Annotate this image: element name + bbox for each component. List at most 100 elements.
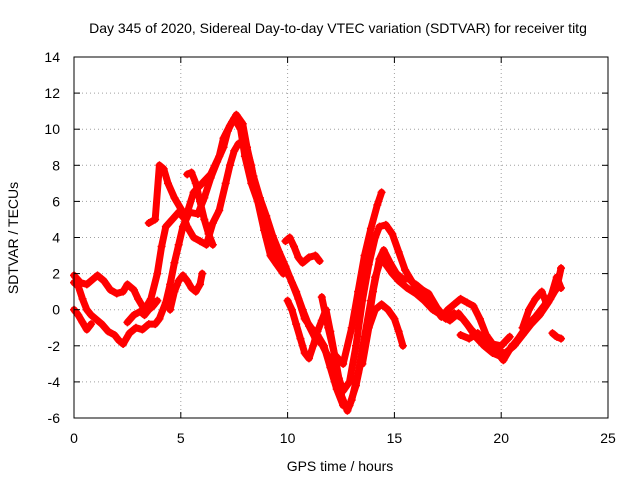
point-8-3 [296,334,305,343]
point-0-3 [89,275,98,284]
point-1-45 [326,363,335,372]
point-9-0 [317,293,326,302]
point-8-6 [309,341,318,350]
series-track-o [548,329,566,343]
y-tick-label-4: 2 [52,266,60,282]
point-4-21 [266,251,275,260]
point-1-15 [151,320,160,329]
point-11-5 [443,305,452,314]
point-7-1 [285,233,294,242]
point-5-0 [183,170,192,179]
point-8-0 [283,296,292,305]
point-2-4 [87,320,96,329]
series-track-h [281,233,324,267]
axis-ticks [73,56,609,419]
y-tick-label-9: 12 [44,85,60,101]
point-6-4 [183,276,192,285]
x-tick-label-0: 0 [70,430,78,446]
series-track-a [70,114,563,415]
point-8-5 [304,354,313,363]
point-1-25 [206,173,215,182]
point-11-1 [418,285,427,294]
point-0-2 [82,280,91,289]
point-2-2 [78,318,87,327]
point-8-13 [339,386,348,395]
point-1-54 [379,246,388,255]
point-4-13 [221,179,230,188]
point-11-7 [456,294,465,303]
series-track-j [317,188,386,368]
point-8-2 [292,320,301,329]
point-13-5 [546,294,555,303]
point-0-7 [112,289,121,298]
point-11-3 [430,303,439,312]
y-tick-label-8: 10 [44,121,60,137]
point-4-5 [170,193,179,202]
point-13-6 [552,273,561,282]
point-1-3 [82,305,91,314]
point-11-9 [469,302,478,311]
point-11-8 [463,298,472,307]
point-3-1 [129,311,138,320]
point-0-4 [93,271,102,280]
point-10-2 [371,305,380,314]
point-1-66 [467,325,476,334]
series-track-13 [519,273,565,332]
point-8-20 [381,220,390,229]
point-5-4 [200,215,209,224]
point-0-14 [153,269,162,278]
y-tick-label-5: 4 [52,230,60,246]
point-0-8 [119,287,128,296]
point-8-7 [313,327,322,336]
point-6-5 [187,284,196,293]
point-4-22 [272,260,281,269]
series-track-g [166,269,207,314]
point-11-14 [505,332,514,341]
point-1-28 [223,127,232,136]
point-1-41 [300,314,309,323]
point-1-37 [275,247,284,256]
point-4-4 [163,179,172,188]
point-9-3 [339,359,348,368]
point-1-53 [375,255,384,264]
point-9-4 [347,323,356,332]
series-track-n [518,273,566,332]
point-8-15 [351,341,360,350]
point-13-0 [518,323,527,332]
point-13-4 [542,298,551,307]
point-1-36 [268,231,277,240]
y-tick-label-0: -6 [48,410,61,426]
point-3-4 [144,305,153,314]
point-9-7 [366,224,375,233]
x-tick-label-3: 15 [387,430,403,446]
point-12-3 [482,338,491,347]
point-0-54 [403,284,412,293]
point-5-6 [208,240,217,249]
x-tick-label-4: 20 [493,430,509,446]
point-1-20 [174,240,183,249]
point-4-15 [230,146,239,155]
point-1-52 [369,287,378,296]
y-axis-title: SDTVAR / TECUs [5,182,21,294]
point-1-56 [392,269,401,278]
point-2-1 [74,311,83,320]
point-4-23 [279,269,288,278]
point-6-1 [170,287,179,296]
point-1-27 [219,143,228,152]
point-10-5 [390,314,399,323]
point-6-3 [178,271,187,280]
point-8-22 [394,247,403,256]
point-4-12 [215,206,224,215]
point-7-6 [311,251,320,260]
point-7-0 [281,237,290,246]
point-10-3 [377,300,386,309]
point-7-2 [290,242,299,251]
point-12-1 [465,334,474,343]
point-9-9 [377,188,386,197]
point-1-39 [287,278,296,287]
point-4-20 [260,226,269,235]
y-tick-label-7: 8 [52,157,60,173]
series-track-k [358,300,407,368]
y-tick-labels: -6 -4 -2 0 2 4 6 8 10 12 14 [44,49,60,426]
point-1-1 [74,282,83,291]
